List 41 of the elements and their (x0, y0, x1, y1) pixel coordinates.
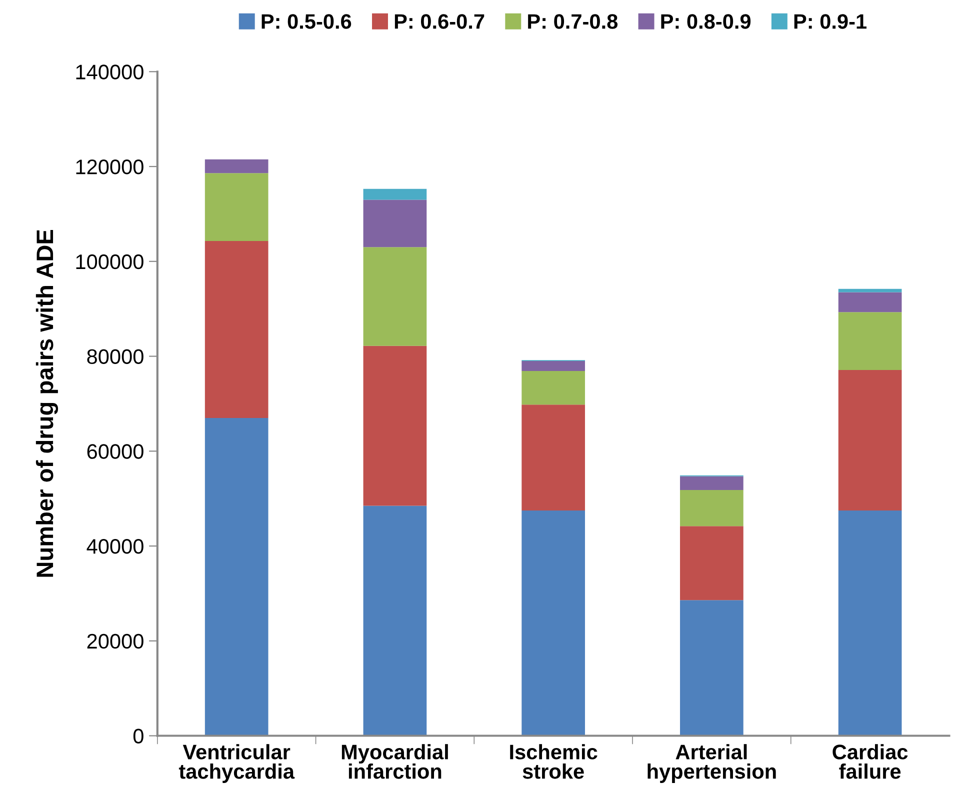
x-tick-label: Cardiac failure (832, 744, 908, 779)
y-tick-label: 20000 (87, 634, 144, 649)
bar (363, 346, 427, 506)
bar (838, 288, 902, 292)
legend-label: P: 0.7-0.8 (528, 14, 618, 29)
bar (363, 200, 427, 248)
y-tick-label: 80000 (87, 349, 144, 364)
bar (680, 526, 744, 600)
bar (522, 361, 585, 371)
x-tick-label: Arterial hypertension (648, 744, 776, 783)
x-tick-label: Myocardial infarction (342, 744, 448, 779)
y-tick-label: 0 (133, 728, 144, 744)
y-tick-label: 100000 (76, 254, 144, 270)
legend-label: P: 0.9-1 (794, 14, 866, 29)
bar (838, 370, 902, 510)
bar (363, 247, 427, 346)
bar (838, 510, 902, 736)
bar (680, 600, 744, 736)
x-tick-label: Ventricular tachycardia (178, 744, 295, 783)
bar (204, 173, 268, 241)
bar (522, 404, 585, 510)
y-axis-title: Number of drug pairs with ADE (36, 230, 58, 577)
bar (363, 188, 427, 200)
y-tick-label: 140000 (76, 64, 144, 80)
bar (680, 476, 744, 490)
legend-label: P: 0.8-0.9 (661, 14, 751, 29)
bar (680, 490, 744, 526)
bar (522, 370, 585, 405)
y-tick-label: 40000 (86, 539, 144, 554)
bar (522, 510, 585, 736)
bar (838, 312, 902, 370)
legend-label: P: 0.6-0.7 (394, 14, 484, 29)
bar (363, 506, 427, 736)
x-tick-label: Ischemic stroke (510, 744, 598, 779)
bar (204, 159, 268, 174)
bar (838, 292, 902, 312)
y-tick-label: 60000 (87, 444, 144, 459)
bar (204, 418, 268, 736)
bar (204, 240, 268, 418)
y-tick-label: 120000 (76, 160, 144, 174)
legend-label: P: 0.5-0.6 (262, 14, 352, 29)
